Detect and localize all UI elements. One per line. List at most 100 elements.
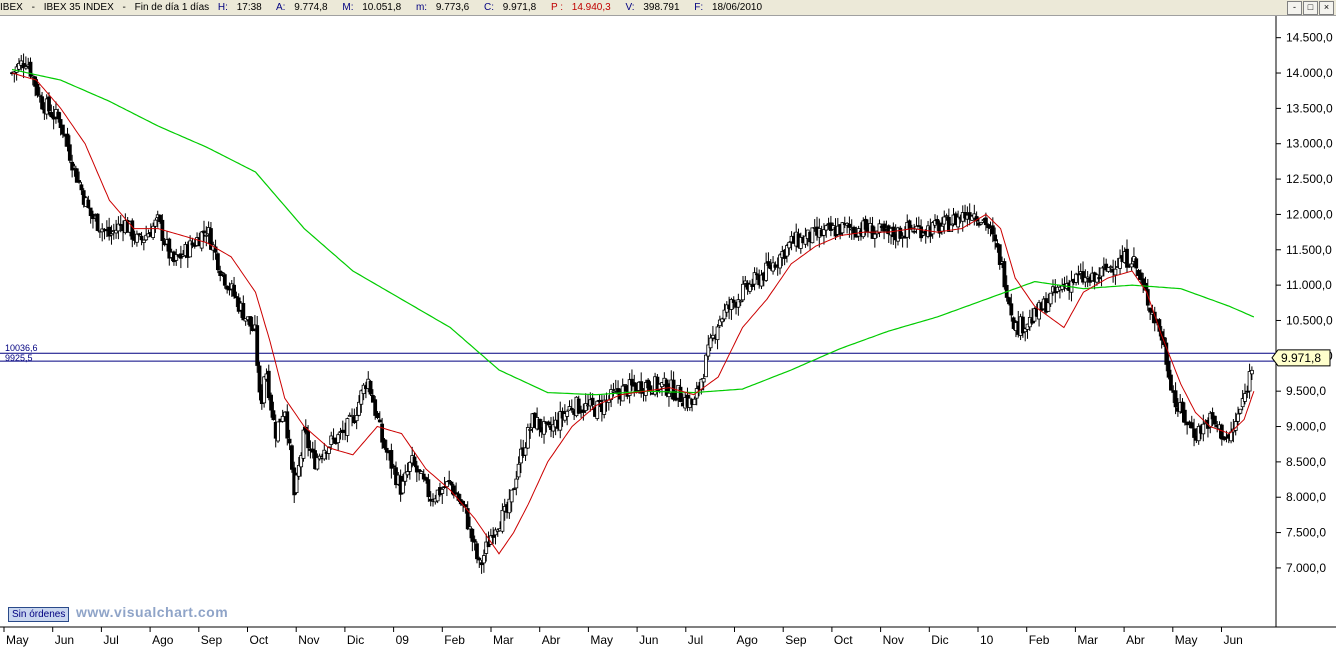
candle-body bbox=[840, 222, 845, 234]
candle-body bbox=[301, 429, 306, 459]
close-button[interactable]: × bbox=[1319, 1, 1334, 15]
candle-body bbox=[1189, 422, 1194, 429]
candle-body bbox=[785, 245, 789, 257]
hline-label-0: 10036,6 bbox=[5, 343, 38, 353]
candle-body bbox=[215, 253, 220, 271]
candle-body bbox=[717, 319, 722, 327]
candle-body bbox=[109, 233, 114, 236]
candle-body bbox=[435, 489, 440, 502]
y-tick-label: 9.000,0 bbox=[1286, 420, 1326, 434]
candle-body bbox=[257, 365, 262, 393]
candle-body bbox=[86, 199, 91, 208]
time-field: H: 17:38 bbox=[217, 2, 262, 13]
x-tick-label: May bbox=[1175, 633, 1198, 647]
candle-body bbox=[21, 63, 26, 69]
orders-button[interactable]: Sin órdenes bbox=[8, 607, 70, 622]
candle-body bbox=[1152, 311, 1157, 324]
candle-body bbox=[944, 215, 949, 218]
candle-body bbox=[234, 296, 239, 299]
candle-body bbox=[135, 233, 139, 243]
candle-body bbox=[329, 435, 334, 445]
candle-body bbox=[627, 379, 632, 396]
x-tick-label: Mar bbox=[1077, 633, 1098, 647]
candle-body bbox=[107, 226, 112, 237]
candle-body bbox=[595, 400, 600, 419]
candle-body bbox=[1185, 421, 1190, 426]
candle-body bbox=[852, 226, 856, 234]
candle-body bbox=[58, 119, 63, 129]
candle-body bbox=[222, 274, 227, 286]
candle-body bbox=[1236, 413, 1240, 422]
ma-short-line bbox=[11, 72, 1255, 555]
volume-field: V: 398.791 bbox=[625, 2, 680, 13]
candle-body bbox=[354, 415, 359, 422]
x-tick-label: Jun bbox=[55, 633, 74, 647]
candle-body bbox=[507, 498, 512, 514]
candle-body bbox=[1007, 297, 1011, 305]
candle-body bbox=[514, 478, 519, 489]
candle-body bbox=[525, 427, 530, 449]
candle-body bbox=[500, 509, 505, 532]
candle-body bbox=[1108, 266, 1113, 269]
candle-body bbox=[158, 214, 162, 222]
candle-body bbox=[630, 378, 634, 386]
window-controls: - □ × bbox=[1287, 1, 1334, 15]
candle-body bbox=[882, 223, 886, 232]
watermark: www.visualchart.com bbox=[76, 604, 229, 620]
candle-body bbox=[95, 213, 100, 231]
candle-body bbox=[810, 227, 815, 244]
candle-body bbox=[255, 325, 260, 366]
candle-body bbox=[1250, 369, 1254, 375]
candle-body bbox=[847, 223, 852, 228]
candle-body bbox=[990, 225, 995, 235]
candle-body bbox=[465, 508, 470, 530]
x-tick-label: Nov bbox=[883, 633, 904, 647]
candle-body bbox=[336, 434, 341, 444]
minimize-button[interactable]: - bbox=[1287, 1, 1302, 15]
candle-body bbox=[620, 385, 625, 402]
candle-body bbox=[380, 423, 385, 443]
candle-body bbox=[898, 227, 903, 239]
candle-body bbox=[754, 273, 759, 276]
candle-body bbox=[1118, 257, 1122, 269]
candle-body bbox=[167, 238, 172, 259]
candle-body bbox=[748, 283, 752, 292]
candle-body bbox=[930, 222, 935, 235]
y-tick-label: 7.000,0 bbox=[1286, 561, 1326, 575]
candle-body bbox=[479, 562, 484, 566]
candle-body bbox=[72, 165, 77, 169]
candle-body bbox=[1048, 292, 1053, 305]
x-tick-label: Oct bbox=[250, 633, 269, 647]
candle-body bbox=[1219, 424, 1224, 440]
x-tick-label: Dic bbox=[347, 633, 364, 647]
x-tick-label: Jul bbox=[103, 633, 118, 647]
candle-body bbox=[632, 382, 637, 387]
candle-body bbox=[426, 479, 431, 498]
candle-body bbox=[581, 409, 586, 413]
candle-body bbox=[1125, 248, 1129, 268]
candle-body bbox=[602, 399, 607, 415]
close-field: C: 9.971,8 bbox=[484, 2, 537, 13]
candle-body bbox=[294, 474, 299, 494]
candle-body bbox=[569, 407, 574, 411]
candle-body bbox=[79, 184, 84, 191]
candle-body bbox=[986, 224, 991, 229]
candle-body bbox=[516, 463, 521, 478]
candle-body bbox=[576, 398, 581, 414]
candle-body bbox=[391, 465, 396, 468]
candle-body bbox=[708, 337, 713, 349]
candle-body bbox=[1169, 374, 1173, 391]
candle-body bbox=[220, 272, 225, 274]
candle-body bbox=[616, 388, 620, 395]
candle-body bbox=[1138, 272, 1143, 280]
candle-body bbox=[537, 418, 542, 430]
candle-body bbox=[1212, 415, 1217, 425]
y-tick-label: 10.500,0 bbox=[1286, 313, 1333, 327]
maximize-button[interactable]: □ bbox=[1303, 1, 1318, 15]
candle-body bbox=[528, 429, 533, 431]
candle-body bbox=[741, 283, 745, 301]
candle-body bbox=[523, 447, 528, 456]
candle-body bbox=[692, 398, 697, 406]
candle-body bbox=[942, 216, 947, 225]
